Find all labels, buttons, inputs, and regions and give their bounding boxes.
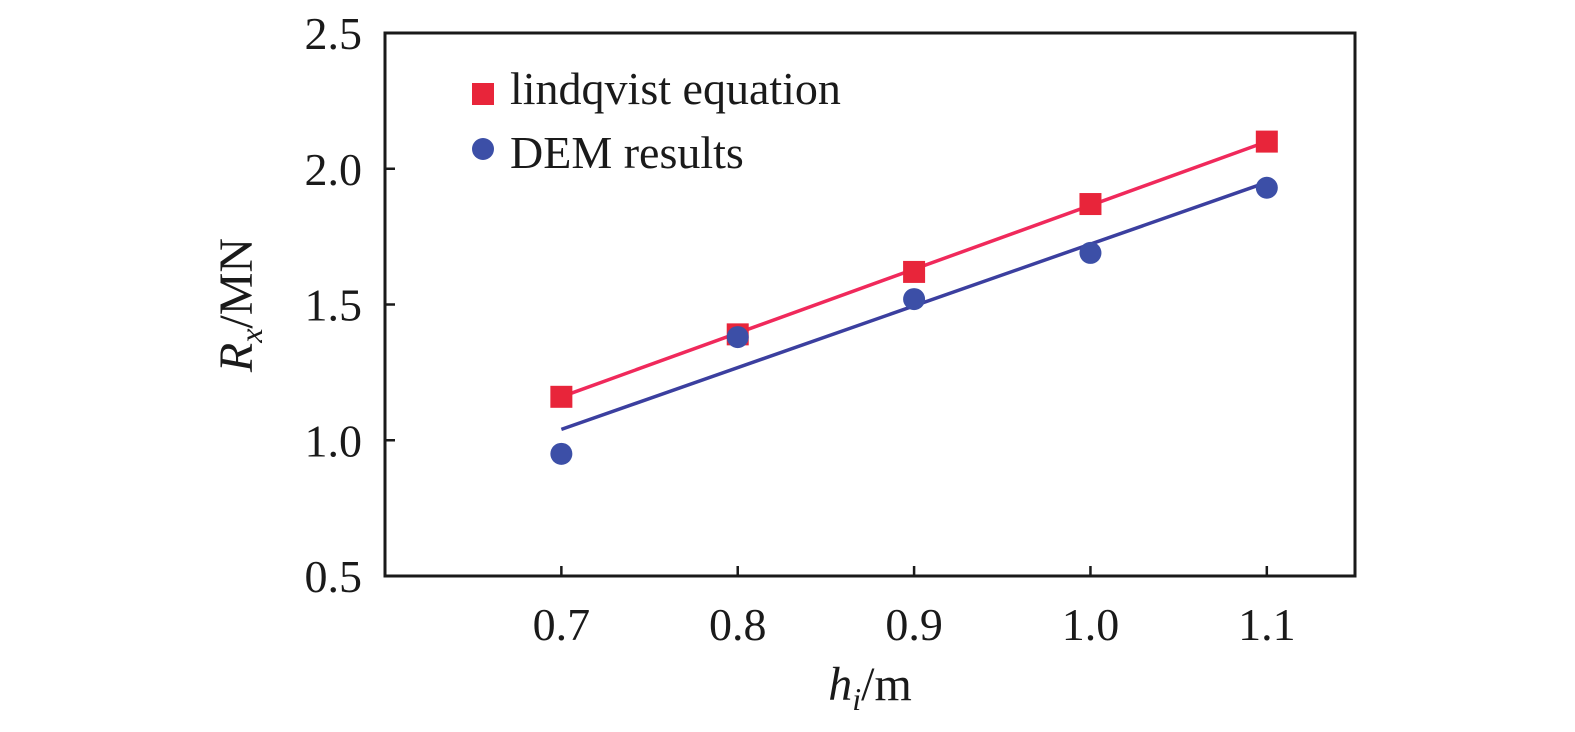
x-axis-title-sub: i: [852, 681, 861, 717]
point-lindqvist: [903, 260, 926, 283]
x-axis-title: hi/m: [828, 658, 912, 717]
legend-label-lindqvist: lindqvist equation: [510, 63, 841, 114]
legend-label-dem: DEM results: [510, 127, 744, 178]
x-tick-label: 0.8: [709, 599, 767, 650]
point-lindqvist: [550, 385, 573, 408]
y-tick-label: 2.0: [305, 144, 363, 195]
y-tick-label: 2.5: [305, 8, 363, 59]
point-dem: [1079, 241, 1102, 264]
points-layer: [550, 130, 1278, 465]
x-tick-label: 0.7: [533, 599, 591, 650]
point-dem: [550, 442, 573, 465]
y-axis-title-unit: /MN: [210, 238, 263, 329]
x-axis-title-unit: /m: [861, 658, 912, 711]
x-tick-label: 0.9: [885, 599, 943, 650]
x-tick-label: 1.0: [1062, 599, 1120, 650]
point-lindqvist: [1079, 193, 1102, 216]
plot-frame: [383, 31, 1357, 578]
y-axis-title-main: R: [210, 343, 263, 373]
legend-marker-lindqvist: [472, 83, 494, 105]
point-dem: [1255, 176, 1278, 199]
point-dem: [726, 326, 749, 349]
y-axis-title-sub: x: [233, 329, 269, 344]
x-tick-label: 1.1: [1238, 599, 1296, 650]
y-tick-label: 1.5: [305, 280, 363, 331]
legend-marker-dem: [472, 138, 494, 160]
y-axis-title: Rx/MN: [210, 238, 269, 373]
x-axis-title-main: h: [828, 658, 852, 711]
y-tick-label: 0.5: [305, 551, 363, 602]
ticks-layer: 0.7 0.8 0.9 1.0 1.1 0.5 1.0 1.5 2.0 2.5: [305, 8, 1296, 650]
y-tick-label: 1.0: [305, 415, 363, 466]
legend: lindqvist equation DEM results: [472, 63, 841, 178]
fit-lines-layer: [560, 139, 1268, 432]
point-dem: [903, 288, 926, 311]
point-lindqvist: [1255, 130, 1278, 153]
